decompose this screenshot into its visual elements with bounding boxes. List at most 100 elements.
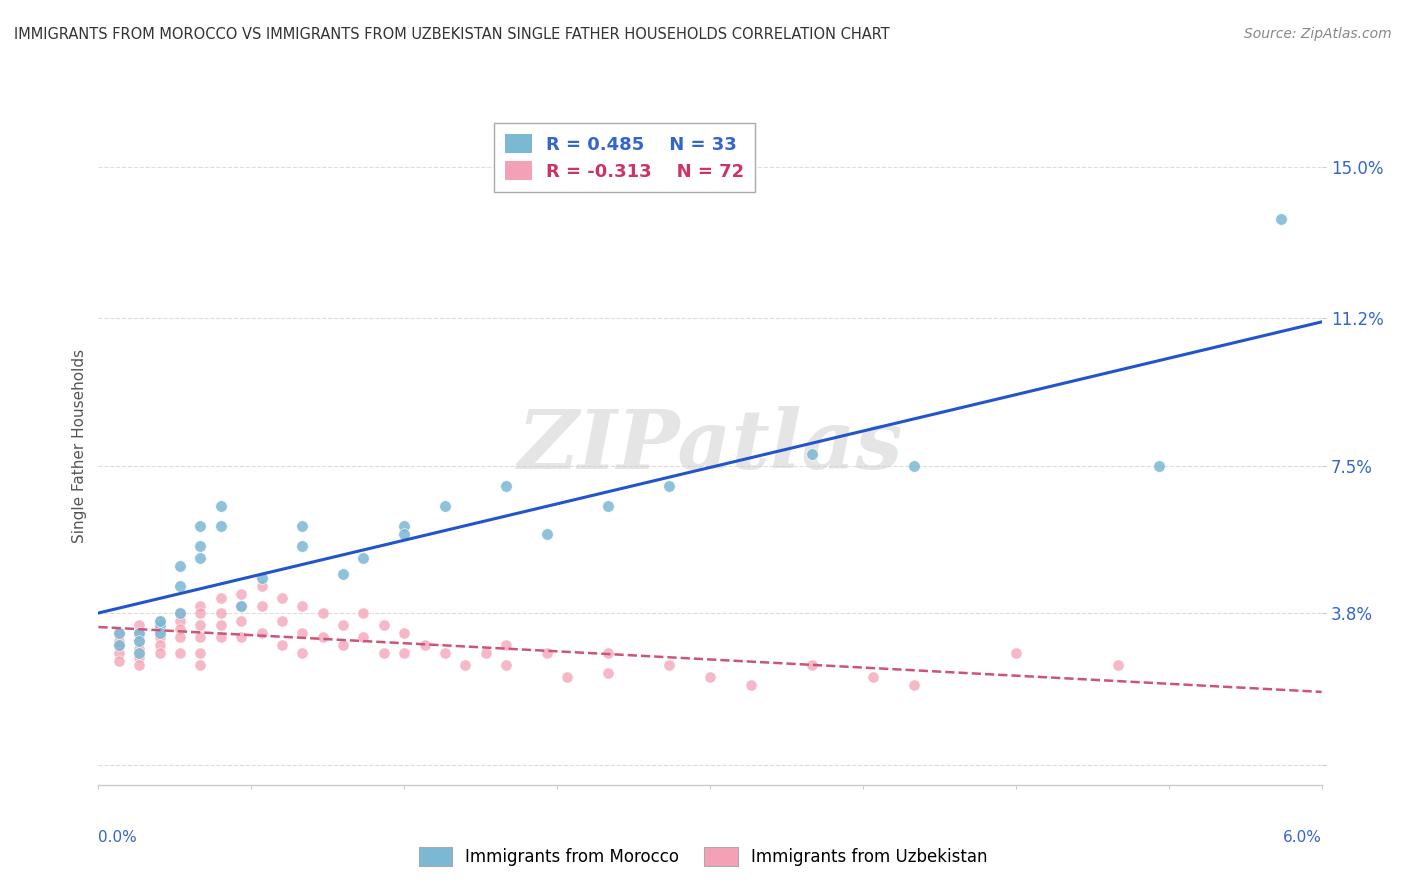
Point — [169, 646, 191, 660]
Point — [149, 639, 172, 653]
Point — [188, 618, 212, 632]
Point — [352, 607, 374, 621]
Point — [128, 618, 150, 632]
Point — [373, 646, 395, 660]
Text: IMMIGRANTS FROM MOROCCO VS IMMIGRANTS FROM UZBEKISTAN SINGLE FATHER HOUSEHOLDS C: IMMIGRANTS FROM MOROCCO VS IMMIGRANTS FR… — [14, 27, 890, 42]
Point — [128, 634, 150, 648]
Point — [169, 631, 191, 645]
Point — [128, 642, 150, 657]
Point — [270, 639, 292, 653]
Point — [149, 623, 172, 637]
Point — [740, 678, 762, 692]
Point — [392, 518, 416, 533]
Point — [169, 607, 191, 621]
Point — [332, 639, 354, 653]
Text: ZIPatlas: ZIPatlas — [517, 406, 903, 486]
Point — [291, 539, 314, 553]
Point — [188, 539, 212, 553]
Point — [332, 618, 354, 632]
Point — [108, 639, 131, 653]
Point — [1270, 211, 1292, 226]
Point — [188, 518, 212, 533]
Point — [169, 607, 191, 621]
Point — [433, 499, 456, 513]
Point — [392, 646, 416, 660]
Point — [108, 654, 131, 668]
Point — [231, 615, 253, 629]
Point — [188, 599, 212, 613]
Point — [311, 607, 335, 621]
Point — [352, 631, 374, 645]
Point — [149, 615, 172, 629]
Point — [1107, 658, 1129, 673]
Point — [250, 599, 273, 613]
Point — [658, 658, 681, 673]
Point — [495, 479, 517, 493]
Point — [598, 499, 620, 513]
Point — [128, 646, 150, 660]
Point — [149, 626, 172, 640]
Point — [373, 618, 395, 632]
Point — [903, 678, 925, 692]
Point — [188, 631, 212, 645]
Point — [598, 666, 620, 681]
Point — [209, 607, 232, 621]
Point — [392, 526, 416, 541]
Point — [699, 670, 721, 684]
Point — [169, 578, 191, 592]
Point — [209, 618, 232, 632]
Point — [128, 658, 150, 673]
Point — [392, 626, 416, 640]
Point — [188, 646, 212, 660]
Point — [108, 646, 131, 660]
Point — [128, 626, 150, 640]
Point — [250, 571, 273, 585]
Point — [495, 658, 517, 673]
Point — [209, 499, 232, 513]
Point — [801, 447, 824, 461]
Point — [209, 631, 232, 645]
Point — [128, 626, 150, 640]
Point — [149, 615, 172, 629]
Point — [250, 626, 273, 640]
Point — [188, 550, 212, 565]
Point — [108, 634, 131, 648]
Y-axis label: Single Father Households: Single Father Households — [72, 349, 87, 543]
Point — [188, 658, 212, 673]
Point — [801, 658, 824, 673]
Point — [413, 639, 436, 653]
Legend: Immigrants from Morocco, Immigrants from Uzbekistan: Immigrants from Morocco, Immigrants from… — [419, 847, 987, 866]
Point — [149, 618, 172, 632]
Point — [291, 599, 314, 613]
Point — [658, 479, 681, 493]
Point — [311, 631, 335, 645]
Legend: R = 0.485    N = 33, R = -0.313    N = 72: R = 0.485 N = 33, R = -0.313 N = 72 — [494, 123, 755, 192]
Point — [128, 634, 150, 648]
Point — [231, 586, 253, 600]
Point — [474, 646, 498, 660]
Text: 6.0%: 6.0% — [1282, 830, 1322, 845]
Point — [108, 639, 131, 653]
Point — [555, 670, 579, 684]
Point — [209, 518, 232, 533]
Point — [536, 526, 558, 541]
Point — [149, 631, 172, 645]
Point — [598, 646, 620, 660]
Point — [536, 646, 558, 660]
Point — [433, 646, 456, 660]
Point — [209, 591, 232, 605]
Point — [128, 650, 150, 665]
Point — [108, 626, 131, 640]
Point — [169, 558, 191, 573]
Point — [291, 646, 314, 660]
Text: Source: ZipAtlas.com: Source: ZipAtlas.com — [1244, 27, 1392, 41]
Point — [169, 623, 191, 637]
Point — [188, 607, 212, 621]
Point — [352, 550, 374, 565]
Point — [495, 639, 517, 653]
Point — [250, 578, 273, 592]
Point — [270, 615, 292, 629]
Point — [1147, 458, 1170, 473]
Point — [108, 626, 131, 640]
Point — [1004, 646, 1026, 660]
